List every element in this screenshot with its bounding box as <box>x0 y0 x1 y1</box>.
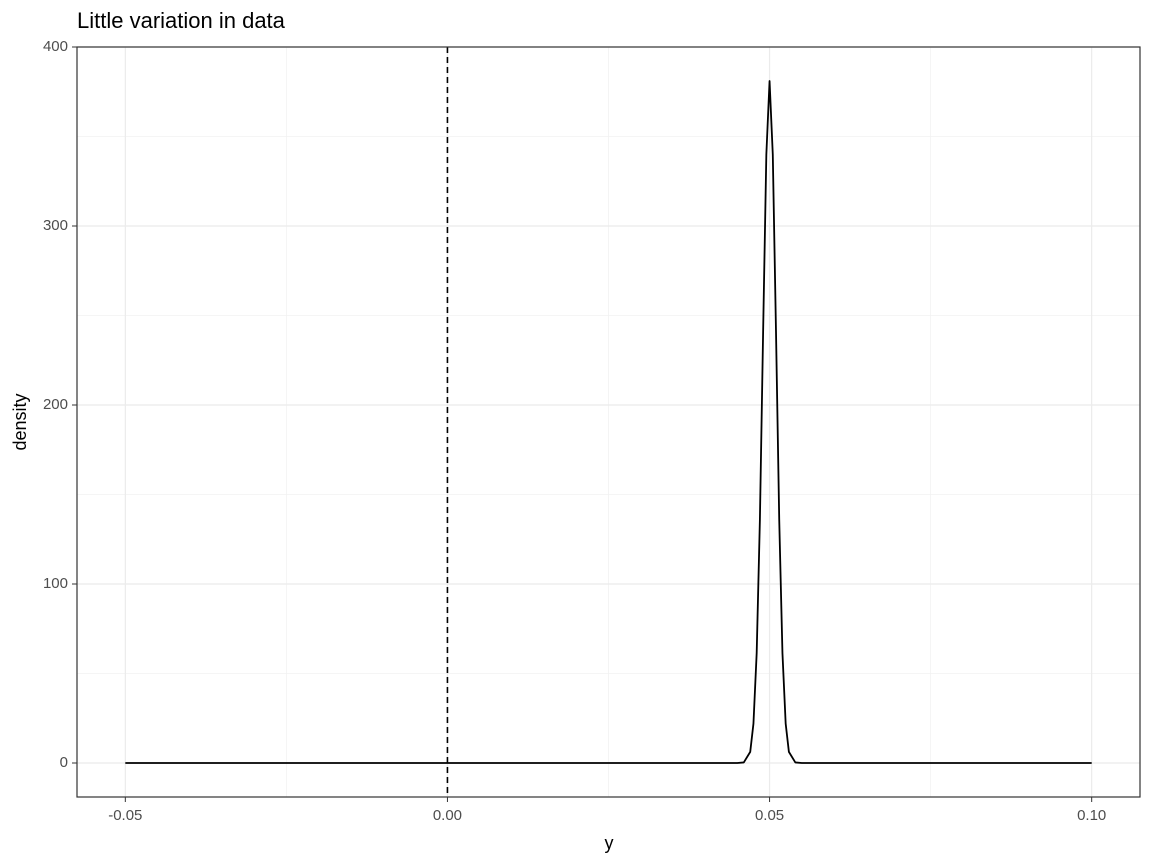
chart-title: Little variation in data <box>77 8 286 33</box>
x-tick-label: 0.00 <box>433 807 462 824</box>
x-tick-label: 0.05 <box>755 807 784 824</box>
y-axis-label: density <box>10 393 30 450</box>
density-line <box>125 80 1092 764</box>
x-axis-label: y <box>605 833 614 853</box>
y-tick-label: 100 <box>43 575 68 592</box>
y-tick-label: 400 <box>43 38 68 55</box>
y-tick-label: 300 <box>43 217 68 234</box>
y-tick-label: 0 <box>60 754 68 771</box>
panel-border <box>76 46 1141 798</box>
y-tick-label: 200 <box>43 396 68 413</box>
x-tick-label: -0.05 <box>108 807 142 824</box>
x-tick-label: 0.10 <box>1077 807 1106 824</box>
